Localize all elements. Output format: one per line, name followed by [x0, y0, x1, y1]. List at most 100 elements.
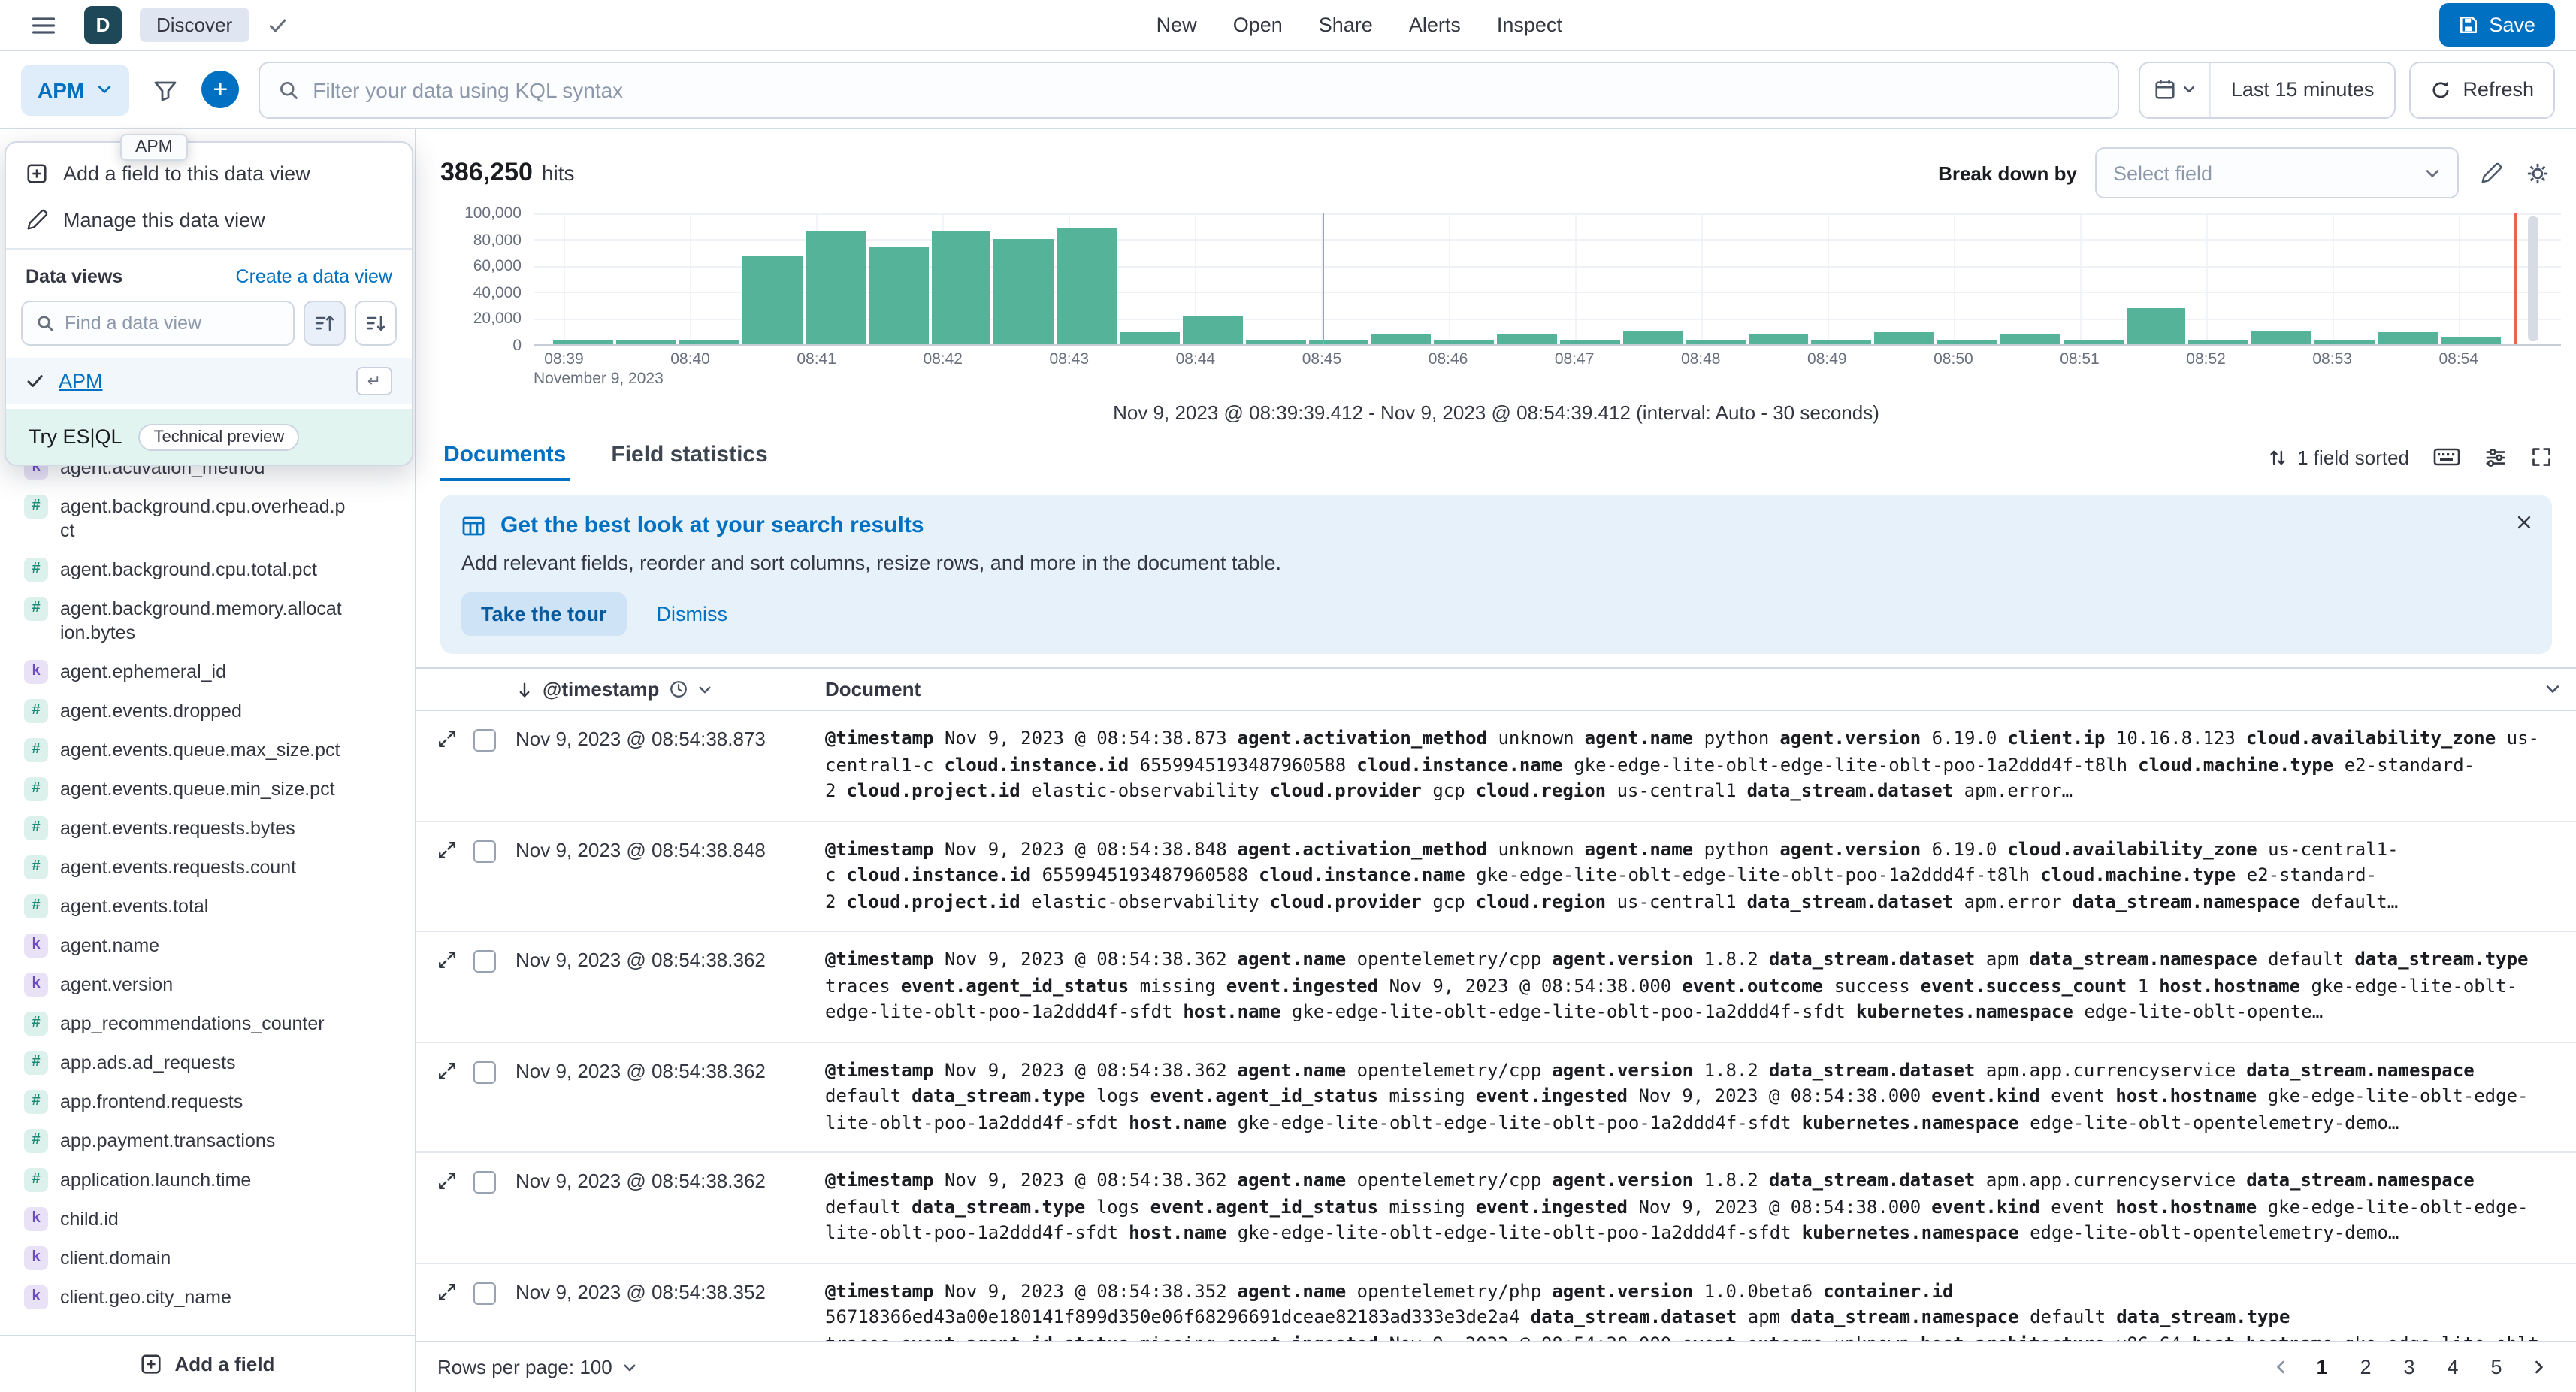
fullscreen-button[interactable]	[2531, 446, 2552, 468]
field-item[interactable]: # agent.events.queue.min_size.pct	[0, 770, 415, 809]
field-item[interactable]: k agent.version	[0, 965, 415, 1004]
add-field-to-data-view-item[interactable]: Add a field to this data view	[6, 150, 412, 197]
field-item[interactable]: # app.payment.transactions	[0, 1121, 415, 1161]
field-item[interactable]: # agent.events.requests.bytes	[0, 809, 415, 848]
field-item[interactable]: # agent.background.cpu.overhead.pct	[0, 487, 415, 550]
nav-new-link[interactable]: New	[1156, 14, 1197, 36]
doc-field-value: gke-edge-lite-oblt-edge-lite-oblt-poo-1a…	[825, 975, 2518, 1022]
row-checkbox[interactable]	[473, 840, 496, 862]
display-options-button[interactable]	[2484, 446, 2507, 468]
row-checkbox[interactable]	[473, 1282, 496, 1304]
expand-row-button[interactable]	[437, 1168, 473, 1191]
expand-row-button[interactable]	[437, 837, 473, 859]
tab-field-statistics[interactable]: Field statistics	[608, 433, 770, 481]
page-4-button[interactable]: 4	[2435, 1349, 2471, 1385]
field-item[interactable]: # app.frontend.requests	[0, 1082, 415, 1121]
field-item[interactable]: k agent.ephemeral_id	[0, 652, 415, 691]
row-checkbox[interactable]	[473, 1171, 496, 1194]
space-avatar[interactable]: D	[84, 6, 122, 44]
row-checkbox[interactable]	[473, 729, 496, 752]
doc-field-value: apm.error…	[1964, 780, 2073, 801]
kql-query-input[interactable]	[313, 77, 2100, 101]
field-item[interactable]: # application.launch.time	[0, 1161, 415, 1200]
check-icon	[267, 14, 288, 35]
x-axis-date-label: November 9, 2023	[534, 370, 664, 388]
doc-field-name: cloud.project.id	[846, 891, 1020, 912]
manage-data-view-item[interactable]: Manage this data view	[6, 197, 412, 244]
number-field-icon: #	[24, 1168, 48, 1192]
sorted-fields-button[interactable]: 1 field sorted	[2267, 446, 2409, 468]
edit-visualization-button[interactable]	[2477, 162, 2505, 184]
field-item[interactable]: k child.id	[0, 1200, 415, 1239]
field-item[interactable]: # agent.events.dropped	[0, 691, 415, 731]
nav-open-link[interactable]: Open	[1232, 14, 1283, 36]
take-the-tour-button[interactable]: Take the tour	[461, 592, 627, 636]
sort-descending-button[interactable]	[355, 301, 397, 346]
field-item[interactable]: # agent.events.requests.count	[0, 848, 415, 887]
sort-arrow-down-icon	[516, 680, 534, 698]
row-checkbox[interactable]	[473, 1061, 496, 1083]
dismiss-button[interactable]: Dismiss	[656, 603, 728, 625]
breakdown-field-select[interactable]: Select field	[2095, 147, 2459, 198]
page-3-button[interactable]: 3	[2391, 1349, 2427, 1385]
nav-inspect-link[interactable]: Inspect	[1496, 14, 1562, 36]
try-esql-button[interactable]: Try ES|QL Technical preview	[6, 409, 412, 465]
expand-row-button[interactable]	[437, 1279, 473, 1301]
tab-documents[interactable]: Documents	[440, 433, 569, 481]
nav-share-link[interactable]: Share	[1318, 14, 1373, 36]
field-item[interactable]: # app_recommendations_counter	[0, 1004, 415, 1043]
table-row: Nov 9, 2023 @ 08:54:38.848 @timestamp No…	[416, 822, 2576, 932]
field-item[interactable]: # agent.events.total	[0, 887, 415, 926]
doc-field-name: data_stream.dataset	[1746, 780, 1954, 801]
field-item[interactable]: # agent.background.memory.allocation.byt…	[0, 589, 415, 652]
breadcrumb[interactable]: Discover	[140, 8, 249, 42]
field-item[interactable]: # app.ads.ad_requests	[0, 1043, 415, 1082]
nav-alerts-link[interactable]: Alerts	[1408, 14, 1461, 36]
create-data-view-link[interactable]: Create a data view	[235, 266, 392, 287]
page-2-button[interactable]: 2	[2348, 1349, 2384, 1385]
data-view-picker-button[interactable]: APM	[21, 64, 130, 115]
add-filter-button[interactable]: +	[201, 71, 240, 108]
doc-field-value: 1	[2137, 975, 2149, 996]
document-column-header[interactable]: Document	[825, 678, 2561, 701]
find-data-view-input[interactable]	[65, 313, 280, 334]
data-view-option-apm[interactable]: APM ↵	[6, 358, 412, 404]
save-button[interactable]: Save	[2439, 3, 2555, 47]
saved-query-button[interactable]	[143, 64, 188, 115]
field-item[interactable]: # agent.background.cpu.total.pct	[0, 550, 415, 589]
field-item[interactable]: # agent.events.queue.max_size.pct	[0, 731, 415, 770]
sort-ascending-button[interactable]	[304, 301, 346, 346]
histogram-bar	[1937, 339, 1997, 344]
field-list: k agent.activation_method # agent.backgr…	[0, 129, 415, 1335]
expand-row-button[interactable]	[437, 726, 473, 749]
histogram-bars	[553, 213, 2501, 344]
field-item[interactable]: k agent.name	[0, 926, 415, 965]
page-1-button[interactable]: 1	[2304, 1349, 2340, 1385]
rows-per-page-button[interactable]: Rows per page: 100	[437, 1356, 638, 1378]
time-range-button[interactable]: Last 15 minutes	[2212, 78, 2394, 101]
chart-options-button[interactable]	[2523, 162, 2552, 184]
menu-button[interactable]	[21, 0, 66, 50]
histogram-bar	[2314, 339, 2375, 344]
keyboard-shortcuts-button[interactable]	[2433, 446, 2460, 468]
next-page-button[interactable]	[2522, 1349, 2555, 1385]
refresh-button[interactable]: Refresh	[2408, 61, 2555, 118]
date-picker-menu-button[interactable]	[2141, 62, 2212, 117]
field-name: application.launch.time	[60, 1170, 252, 1191]
row-checkbox[interactable]	[473, 950, 496, 973]
chevron-left-icon	[2272, 1359, 2288, 1375]
doc-field-name: event.ingested	[1475, 1085, 1628, 1106]
doc-field-name: cloud.instance.id	[944, 754, 1129, 775]
expand-row-button[interactable]	[437, 1058, 473, 1080]
doc-field-value: 1.8.2	[1704, 949, 1758, 970]
field-item[interactable]: k client.geo.city_name	[0, 1278, 415, 1317]
timestamp-column-header[interactable]: @timestamp	[516, 678, 825, 701]
close-callout-button[interactable]	[2513, 511, 2535, 534]
expand-row-button[interactable]	[437, 947, 473, 970]
previous-page-button[interactable]	[2263, 1349, 2296, 1385]
page-5-button[interactable]: 5	[2478, 1349, 2514, 1385]
add-field-button[interactable]: Add a field	[0, 1335, 415, 1392]
number-field-icon: #	[24, 894, 48, 918]
doc-field-value: default	[825, 1085, 902, 1106]
field-item[interactable]: k client.domain	[0, 1239, 415, 1278]
